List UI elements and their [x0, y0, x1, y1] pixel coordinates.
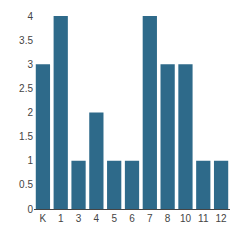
svg-text:2.5: 2.5 — [19, 83, 33, 94]
svg-text:8: 8 — [165, 213, 171, 224]
svg-text:5: 5 — [111, 213, 117, 224]
svg-text:11: 11 — [198, 213, 209, 224]
svg-text:0.5: 0.5 — [19, 179, 33, 190]
svg-text:1: 1 — [27, 155, 33, 166]
svg-text:3.5: 3.5 — [19, 35, 33, 46]
svg-text:6: 6 — [129, 213, 135, 224]
svg-text:K: K — [40, 213, 47, 224]
svg-text:10: 10 — [180, 213, 192, 224]
svg-text:1: 1 — [58, 213, 64, 224]
svg-text:7: 7 — [147, 213, 153, 224]
svg-text:3: 3 — [76, 213, 82, 224]
svg-text:0: 0 — [27, 204, 33, 215]
svg-text:12: 12 — [216, 213, 228, 224]
svg-text:3: 3 — [27, 59, 33, 70]
svg-text:2: 2 — [27, 107, 33, 118]
svg-text:1.5: 1.5 — [19, 131, 33, 142]
svg-text:4: 4 — [27, 11, 33, 22]
svg-text:4: 4 — [94, 213, 100, 224]
